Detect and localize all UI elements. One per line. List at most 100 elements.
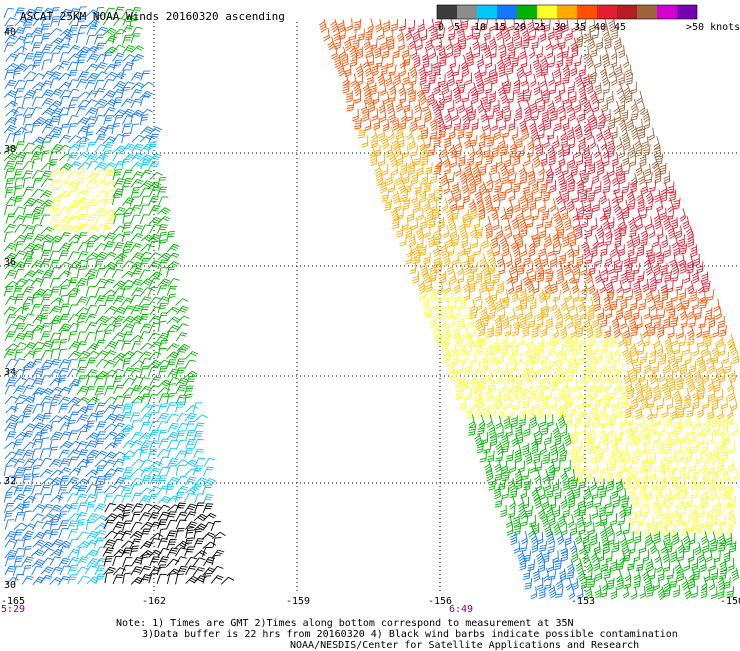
lon-label-0: -165 [1,596,26,607]
wind-barb [390,19,399,32]
wind-barb [515,136,523,149]
wind-barb [113,320,122,332]
wind-barb [603,126,612,141]
wind-barb [654,486,663,500]
wind-barb [723,495,731,510]
wind-barb [601,72,610,87]
wind-barb [371,108,379,122]
wind-barb [85,375,96,386]
wind-barb [622,585,630,599]
wind-barb [50,484,60,495]
wind-barb [129,243,143,253]
wind-barb [515,424,522,438]
wind-barb [632,477,641,490]
wind-barb [416,37,423,51]
wind-barb [653,577,660,591]
wind-barb [520,243,527,257]
wind-barb [457,82,466,94]
wind-barb [139,251,152,261]
wind-barb [500,432,509,446]
wind-barb [5,260,18,270]
wind-barb [129,335,144,343]
note-line-2: 3)Data buffer is 22 hrs from 20160320 4)… [142,629,678,640]
wind-barb [22,473,32,485]
wind-barb [75,493,88,504]
wind-barb [526,406,534,420]
wind-barb [555,576,564,590]
wind-barb [419,72,427,86]
wind-barb [454,377,462,392]
wind-barb [465,333,474,348]
wind-barb [528,388,536,402]
wind-barb [13,234,27,243]
wind-barb [104,530,118,539]
wind-barb [39,457,52,467]
wind-barb [642,324,649,339]
wind-barb [678,478,686,491]
wind-barb [494,181,503,193]
wind-barb [592,397,602,410]
wind-barb [149,440,160,451]
wind-barb [49,469,64,478]
wind-barb [519,118,527,132]
wind-barb [450,226,458,240]
wind-barb [536,577,544,590]
wind-barb [139,96,150,107]
wind-barb [39,276,51,287]
wind-barb [485,55,493,69]
wind-barb [48,458,62,468]
wind-barb [166,261,180,269]
wind-barb [121,285,132,297]
wind-barb [22,224,35,234]
wind-barb [532,153,541,168]
wind-barb [673,243,681,257]
wind-barb [111,315,125,324]
wind-barb [156,296,170,305]
wind-barb [475,270,483,284]
wind-barb [95,421,107,431]
wind-barb [579,91,588,106]
wind-barb [49,78,60,89]
wind-barb [546,504,554,518]
wind-barb [547,100,556,115]
wind-barb [85,252,99,260]
wind-barb [671,360,680,374]
wind-barb [663,244,671,258]
wind-barb [645,487,653,500]
wind-barb [663,171,671,185]
wind-barb [640,396,649,410]
wind-barb [185,351,199,360]
wind-barb [531,127,540,142]
wind-barb [666,208,675,221]
wind-barb [58,528,69,539]
legend-label: 35 [574,22,587,33]
wind-barb [139,446,149,458]
wind-barb [95,189,109,198]
wind-barb [671,261,680,275]
wind-barb [13,332,26,342]
wind-barb [104,385,115,396]
wind-barb [615,523,623,537]
wind-barb [49,305,62,315]
wind-barb [629,252,638,264]
wind-barb [588,262,596,276]
wind-barb [93,34,105,45]
wind-barb [131,287,144,297]
wind-barb [156,421,168,431]
wind-barb [4,79,17,90]
wind-barb [440,172,449,187]
wind-barb [59,124,69,135]
wind-barb [721,468,730,483]
wind-barb [50,348,60,360]
wind-barb [536,18,544,32]
wind-barb [675,350,683,363]
wind-barb [32,368,44,378]
wind-barb [559,450,568,462]
wind-barb [427,18,435,32]
wind-barb [552,521,562,536]
wind-barb [49,529,59,540]
wind-barb [579,189,588,203]
wind-barb [667,198,674,213]
wind-barb [619,550,626,564]
wind-barb [176,323,189,332]
